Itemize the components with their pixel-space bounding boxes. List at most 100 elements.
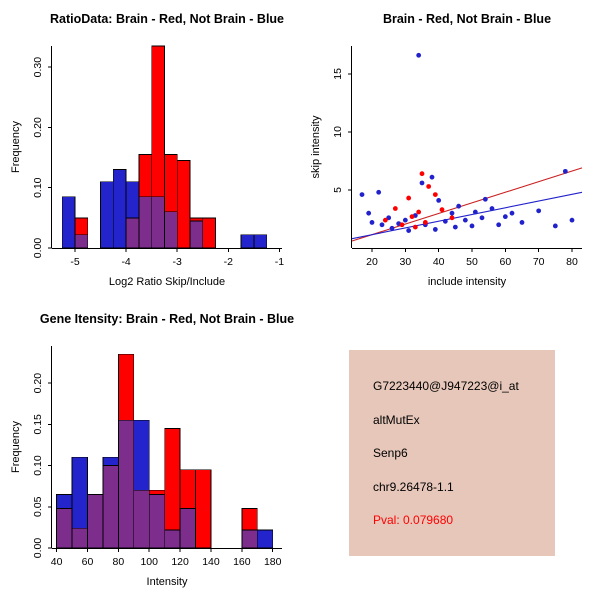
x-tick-label: 70	[533, 256, 545, 268]
scatter-point	[369, 220, 375, 225]
x-axis-label: Intensity	[147, 576, 188, 588]
scatter-point	[406, 228, 412, 233]
y-tick-label: 5	[332, 187, 344, 193]
scatter-point	[392, 206, 398, 211]
scatter-point	[489, 206, 495, 211]
ratio-histogram-chart: -5 -4 -3 -2 -1 0.00 0.10 0.20 0.30 RatioData: Bra…	[10, 12, 284, 288]
scatter-point	[562, 168, 568, 174]
scatter-point	[552, 223, 558, 229]
scatter-point	[379, 222, 385, 228]
hist-bar-overlap	[71, 527, 88, 549]
scatter-point	[382, 217, 388, 223]
hist-bar-overlap	[117, 419, 135, 549]
y-tick-label: 0.20	[32, 373, 44, 394]
y-tick-label: 0.15	[32, 414, 44, 435]
y-axis-label: skip intensity	[310, 115, 322, 178]
hist-bar-overlap	[133, 489, 150, 549]
y-axis-label: Frequency	[10, 421, 22, 473]
scatter-point	[502, 214, 508, 220]
hist-bar-overlap	[164, 211, 178, 249]
scatter-point	[366, 210, 372, 216]
x-tick-label: 80	[113, 556, 125, 568]
panel-gene-intensity-histogram: 40 60 80 100 120 140 160 180 0.00 0.05 0.10 0.15 0.2…	[0, 300, 300, 600]
scatter-point	[376, 189, 382, 195]
x-tick-label: 140	[202, 556, 220, 568]
x-tick-label: -4	[121, 256, 130, 268]
scatter-point	[456, 203, 462, 209]
hist-bar-overlap	[87, 494, 104, 549]
scatter-point	[406, 195, 412, 201]
x-tick-label: -5	[70, 256, 79, 268]
hist-bar-overlap	[138, 196, 153, 249]
x-tick-label: 50	[466, 256, 478, 268]
x-tick-label: -2	[224, 256, 233, 268]
hist-bar	[253, 234, 268, 249]
scatter-point	[439, 207, 445, 213]
notbrain-fit-trendline	[351, 191, 583, 240]
scatter-point	[472, 209, 478, 215]
hist-bar	[61, 196, 76, 249]
hist-bar	[176, 160, 191, 249]
info-box: G7223440@J947223@i_at altMutEx Senp6 chr…	[349, 350, 555, 556]
scatter-point	[432, 227, 438, 232]
y-tick-label: 0.30	[32, 57, 44, 78]
y-tick-label: 0.10	[32, 455, 44, 476]
scatter-point	[536, 208, 542, 214]
y-tick-label: 0.05	[32, 496, 44, 517]
info-pvalue: Pval: 0.079680	[373, 513, 454, 527]
hist-bar-overlap	[189, 220, 204, 249]
hist-bar-overlap	[102, 465, 119, 549]
hist-bar-overlap	[151, 196, 165, 249]
scatter-point	[412, 224, 418, 230]
info-chromosome-location: chr9.26478-1.1	[373, 479, 454, 494]
scatter-point	[419, 171, 425, 177]
gene-intensity-histogram-chart: 40 60 80 100 120 140 160 180 0.00 0.05 0.10 0.15 0.2…	[10, 312, 294, 588]
scatter-point	[469, 223, 475, 229]
x-tick-label: 120	[171, 556, 189, 568]
scatter-point	[409, 214, 415, 220]
x-axis-label: include intensity	[428, 276, 507, 288]
scatter-point	[519, 220, 525, 225]
hist-bar-overlap	[241, 529, 258, 549]
x-tick-label: 60	[82, 556, 94, 568]
hist-bar	[256, 529, 274, 549]
chart-title: Brain - Red, Not Brain - Blue	[383, 12, 551, 26]
y-tick-label: 0.10	[32, 177, 44, 198]
scatter-point	[359, 192, 365, 197]
x-tick-label: 20	[366, 256, 378, 268]
brain-fit-trendline	[351, 167, 583, 242]
scatter-point	[436, 198, 442, 203]
scatter-point	[569, 217, 575, 223]
scatter-point	[452, 224, 458, 230]
info-gene-name: Senp6	[373, 446, 408, 460]
x-tick-label: 180	[264, 556, 282, 568]
x-tick-label: 100	[140, 556, 158, 568]
x-axis-label: Log2 Ratio Skip/Include	[109, 276, 225, 288]
x-tick-label: 40	[51, 556, 63, 568]
hist-bar	[100, 181, 114, 249]
scatter-point	[419, 180, 425, 186]
intensity-scatter-chart: 20 30 40 50 60 70 80 5 10 15 Brain - Red, Not Brai…	[310, 12, 583, 288]
scatter-point	[479, 215, 485, 221]
scatter-point	[496, 222, 502, 228]
panel-gene-info: G7223440@J947223@i_at altMutEx Senp6 chr…	[300, 300, 600, 600]
scatter-point	[449, 215, 455, 221]
hist-bar-overlap	[74, 234, 89, 249]
x-tick-label: 30	[399, 256, 411, 268]
y-tick-label: 0.00	[32, 238, 44, 259]
hist-bar	[195, 469, 212, 549]
x-tick-label: 80	[566, 256, 578, 268]
y-tick-label: 15	[332, 68, 344, 80]
scatter-point	[416, 52, 422, 58]
y-tick-label: 0.20	[32, 117, 44, 138]
chart-title: RatioData: Brain - Red, Not Brain - Blue	[50, 12, 284, 26]
hist-bar-overlap	[56, 508, 73, 549]
scatter-point	[422, 220, 428, 225]
y-tick-label: 0.00	[32, 538, 44, 559]
hist-bar-overlap	[164, 529, 181, 549]
x-tick-label: -1	[275, 256, 284, 268]
hist-bar-overlap	[179, 508, 196, 549]
scatter-point	[429, 174, 435, 180]
chart-title: Gene Itensity: Brain - Red, Not Brain - …	[40, 312, 294, 326]
